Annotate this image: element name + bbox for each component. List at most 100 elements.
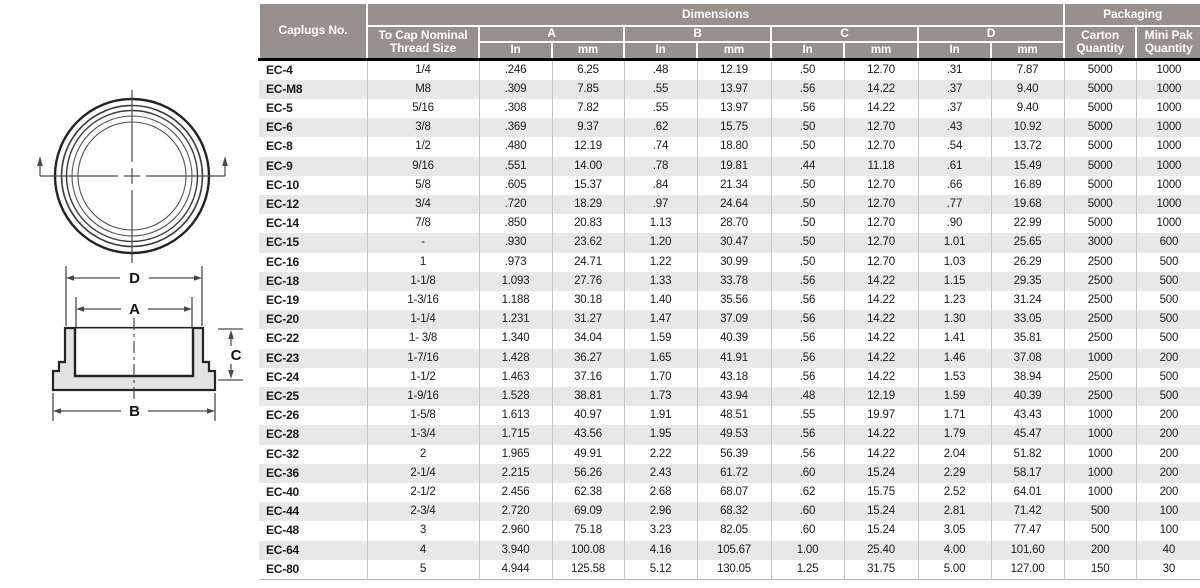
cell-a-mm: 75.18 bbox=[552, 521, 625, 541]
spec-table-panel: Caplugs No. Dimensions Packaging To Cap … bbox=[258, 0, 1200, 583]
cell-b-in: .74 bbox=[624, 137, 698, 157]
cell-b-in: 2.68 bbox=[624, 482, 698, 503]
cell-a-in: 1.188 bbox=[479, 290, 553, 311]
dimension-d bbox=[65, 266, 203, 326]
cell-mini: 500 bbox=[1159, 313, 1179, 326]
cell-a-mm: 6.25 bbox=[552, 59, 625, 80]
cell-thread: 7/8 bbox=[367, 214, 480, 234]
cell-a-in: 1.528 bbox=[479, 386, 553, 407]
cell-c-mm: 19.97 bbox=[844, 406, 919, 426]
cell-carton: 500 bbox=[1064, 521, 1137, 541]
cell-a-in: .720 bbox=[479, 194, 553, 215]
cell-c-in: .56 bbox=[771, 367, 845, 387]
cell-c-mm: 14.22 bbox=[844, 310, 919, 330]
cell-d-mm: 77.47 bbox=[991, 521, 1065, 541]
cell-c-in: .50 bbox=[771, 233, 845, 253]
cell-mini: 100 bbox=[1159, 505, 1179, 518]
cap-diagram-svg: D A C bbox=[37, 90, 243, 421]
cell-a-mm: 37.16 bbox=[552, 367, 625, 387]
cell-no: EC-16 bbox=[259, 252, 368, 272]
cell-carton: 5000 bbox=[1064, 79, 1137, 99]
spec-table-body: EC-4 1/4.246 6.25.48 12.19.50 12.70.31 7.87 50… bbox=[259, 59, 1200, 580]
cell-no: EC-25 bbox=[259, 386, 368, 407]
cell-a-mm: 125.58 bbox=[552, 559, 625, 580]
dim-label-d: D bbox=[129, 270, 140, 287]
cell-b-mm: 43.94 bbox=[697, 386, 772, 407]
cell-d-in: 1.46 bbox=[918, 348, 992, 368]
cell-b-in: .97 bbox=[624, 194, 698, 215]
cell-d-in: 1.15 bbox=[918, 271, 992, 291]
cell-no: EC-48 bbox=[259, 521, 368, 541]
cell-no: EC-5 bbox=[259, 98, 368, 119]
col-header-packaging: Packaging bbox=[1063, 2, 1200, 27]
cell-a-mm: 31.27 bbox=[552, 310, 625, 330]
cell-d-in: 1.71 bbox=[918, 406, 992, 426]
cell-b-in: 1.91 bbox=[624, 406, 698, 426]
cell-a-mm: 27.76 bbox=[552, 271, 625, 291]
cell-mini: 1000 bbox=[1156, 121, 1182, 134]
cell-b-in: 1.65 bbox=[624, 348, 698, 368]
cell-carton: 2500 bbox=[1064, 310, 1137, 330]
cell-thread: 1-9/16 bbox=[367, 386, 480, 407]
col-header-c-mm: mm bbox=[843, 41, 919, 60]
cell-b-mm: 19.81 bbox=[697, 156, 772, 176]
cell-carton: 5000 bbox=[1064, 137, 1137, 157]
table-row: EC-23 1-7/16 1.428 36.27 1.65 41.91.56 14.22 1.… bbox=[259, 348, 1200, 368]
cell-mini: 30 bbox=[1162, 562, 1176, 575]
cell-b-in: 4.16 bbox=[624, 540, 698, 560]
cell-a-in: .480 bbox=[479, 137, 553, 157]
cell-thread: 1-1/4 bbox=[367, 310, 480, 330]
cell-carton: 2500 bbox=[1064, 329, 1137, 349]
cell-d-in: 2.29 bbox=[918, 463, 992, 483]
col-header-caplugs-no: Caplugs No. bbox=[258, 2, 368, 60]
cell-thread: 1-3/4 bbox=[367, 425, 480, 445]
cell-b-in: 2.43 bbox=[624, 463, 698, 483]
cell-c-mm: 15.24 bbox=[844, 521, 919, 541]
cell-mini: 1000 bbox=[1156, 140, 1182, 153]
cell-b-mm: 41.91 bbox=[697, 348, 772, 368]
cell-a-in: .850 bbox=[479, 214, 553, 234]
cell-d-mm: 7.87 bbox=[991, 59, 1065, 80]
cell-thread: 2-1/2 bbox=[367, 482, 480, 503]
cell-d-mm: 33.05 bbox=[991, 310, 1065, 330]
cell-a-mm: 9.37 bbox=[552, 118, 625, 138]
cell-d-mm: 9.40 bbox=[991, 79, 1065, 99]
cell-c-mm: 12.70 bbox=[844, 214, 919, 234]
cell-carton: 5000 bbox=[1064, 156, 1137, 176]
cell-no: EC-36 bbox=[259, 463, 368, 483]
cell-d-mm: 37.08 bbox=[991, 348, 1065, 368]
right-up-arrowhead bbox=[222, 156, 228, 166]
cell-b-mm: 15.75 bbox=[697, 118, 772, 138]
cell-carton: 5000 bbox=[1064, 118, 1137, 138]
col-header-carton-qty: Carton Quantity bbox=[1063, 25, 1138, 60]
cell-b-mm: 37.09 bbox=[697, 310, 772, 330]
cell-d-mm: 19.68 bbox=[991, 194, 1065, 215]
cell-d-in: 1.01 bbox=[918, 233, 992, 253]
cell-b-mm: 33.78 bbox=[697, 271, 772, 291]
cell-a-mm: 24.71 bbox=[552, 252, 625, 272]
cell-carton: 2500 bbox=[1064, 290, 1137, 311]
cell-c-mm: 25.40 bbox=[844, 540, 919, 560]
cell-b-mm: 68.07 bbox=[697, 482, 772, 503]
cell-no: EC-20 bbox=[259, 310, 368, 330]
table-row: EC-40 2-1/2 2.456 62.38 2.68 68.07.62 15.75 2.5… bbox=[259, 482, 1200, 503]
cell-c-mm: 15.24 bbox=[844, 463, 919, 483]
table-row: EC-32 2 1.965 49.91 2.22 56.39.56 14.22 2.04 51.… bbox=[259, 444, 1200, 464]
cell-c-in: .55 bbox=[771, 406, 845, 426]
cell-no: EC-24 bbox=[259, 367, 368, 387]
cell-no: EC-9 bbox=[259, 156, 368, 176]
cell-thread: 2-3/4 bbox=[367, 502, 480, 522]
col-header-dim-c: C bbox=[770, 25, 919, 43]
cell-a-mm: 12.19 bbox=[552, 137, 625, 157]
cell-d-in: .43 bbox=[918, 118, 992, 138]
cell-carton: 1000 bbox=[1064, 444, 1137, 464]
cell-no: EC-32 bbox=[259, 444, 368, 464]
cell-c-in: 1.00 bbox=[771, 540, 845, 560]
cell-thread: 9/16 bbox=[367, 156, 480, 176]
cell-b-mm: 68.32 bbox=[697, 502, 772, 522]
cell-a-in: .308 bbox=[479, 98, 553, 119]
cell-c-in: .44 bbox=[771, 156, 845, 176]
cell-no: EC-8 bbox=[259, 137, 368, 157]
cell-c-mm: 12.70 bbox=[844, 233, 919, 253]
cell-carton: 1000 bbox=[1064, 406, 1137, 426]
